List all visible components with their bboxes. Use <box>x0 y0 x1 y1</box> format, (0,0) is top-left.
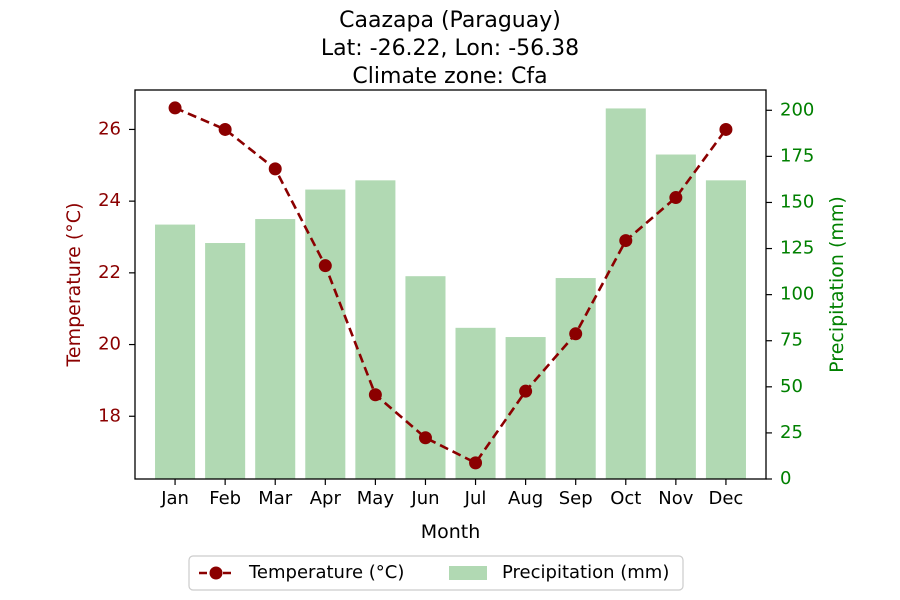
temp-point-nov <box>669 191 683 205</box>
precip-bar-oct <box>605 108 646 479</box>
legend-temperature-label: Temperature (°C) <box>248 562 404 583</box>
title-line-2: Lat: -26.22, Lon: -56.38 <box>321 36 579 61</box>
temp-point-may <box>368 388 382 402</box>
y-left-tick-label-24: 24 <box>98 190 121 211</box>
x-tick-label-jul: Jul <box>464 488 487 509</box>
axes: Jan Feb Mar Apr May Jun Jul Aug Sep Oct Nov Dec Mont… <box>63 89 848 543</box>
y-right-tick-label-0: 0 <box>780 468 791 489</box>
title-line-3: Climate zone: Cfa <box>352 64 547 89</box>
y-right-tick-label-200: 200 <box>780 99 814 120</box>
y-right-tick-label-50: 50 <box>780 376 803 397</box>
y-right-axis-label: Precipitation (mm) <box>826 196 848 373</box>
legend-box <box>188 555 684 591</box>
y-right-tick-label-25: 25 <box>780 422 803 443</box>
temp-point-feb <box>218 122 232 136</box>
y-left-tick-label-22: 22 <box>98 262 121 283</box>
precip-bar-aug <box>505 337 546 479</box>
y-right-tick-label-150: 150 <box>780 191 814 212</box>
y-left-axis-label: Temperature (°C) <box>63 203 85 368</box>
x-tick-label-oct: Oct <box>610 488 641 509</box>
x-tick-label-nov: Nov <box>658 488 693 509</box>
precip-bar-mar <box>255 219 296 480</box>
precip-bar-apr <box>305 189 346 479</box>
y-right-tick-label-100: 100 <box>780 284 814 305</box>
precip-bar-dec <box>705 180 746 479</box>
x-axis-label: Month <box>421 521 481 543</box>
temp-point-jul <box>469 456 483 470</box>
precipitation-bars <box>155 108 746 480</box>
temp-point-dec <box>719 122 733 136</box>
legend: Temperature (°C) Precipitation (mm) <box>188 555 684 591</box>
temp-point-sep <box>569 327 583 341</box>
x-tick-label-apr: Apr <box>310 488 342 509</box>
precip-bar-jul <box>455 327 496 479</box>
legend-precipitation-swatch <box>449 566 487 580</box>
x-tick-label-jan: Jan <box>160 488 189 509</box>
y-right-tick-label-75: 75 <box>780 330 803 351</box>
y-right-tick-label-125: 125 <box>780 238 814 259</box>
precip-bar-jun <box>405 276 446 479</box>
y-right-tick-label-175: 175 <box>780 145 814 166</box>
precip-bar-may <box>355 180 396 479</box>
temp-point-aug <box>519 384 533 398</box>
temperature-line <box>168 101 733 470</box>
x-tick-label-mar: Mar <box>258 488 293 509</box>
y-left-tick-label-26: 26 <box>98 118 121 139</box>
temp-point-jun <box>418 431 432 445</box>
legend-precipitation-label: Precipitation (mm) <box>502 562 669 583</box>
legend-temperature-marker <box>209 566 223 580</box>
plot-frame <box>134 89 767 480</box>
temp-point-apr <box>318 259 332 273</box>
y-left-tick-label-20: 20 <box>98 334 121 355</box>
temp-point-jan <box>168 101 182 115</box>
title-line-1: Caazapa (Paraguay) <box>339 8 561 33</box>
x-tick-label-may: May <box>357 488 395 509</box>
temp-point-mar <box>268 162 282 176</box>
x-tick-label-jun: Jun <box>410 488 439 509</box>
temp-point-oct <box>619 234 633 248</box>
x-tick-label-dec: Dec <box>709 488 744 509</box>
x-tick-label-feb: Feb <box>209 488 241 509</box>
precip-bar-jan <box>155 224 196 479</box>
precip-bar-feb <box>205 243 246 479</box>
x-tick-label-sep: Sep <box>559 488 593 509</box>
y-left-tick-label-18: 18 <box>98 405 121 426</box>
x-tick-label-aug: Aug <box>508 488 543 509</box>
chart-title: Caazapa (Paraguay) Lat: -26.22, Lon: -56.… <box>321 8 579 89</box>
